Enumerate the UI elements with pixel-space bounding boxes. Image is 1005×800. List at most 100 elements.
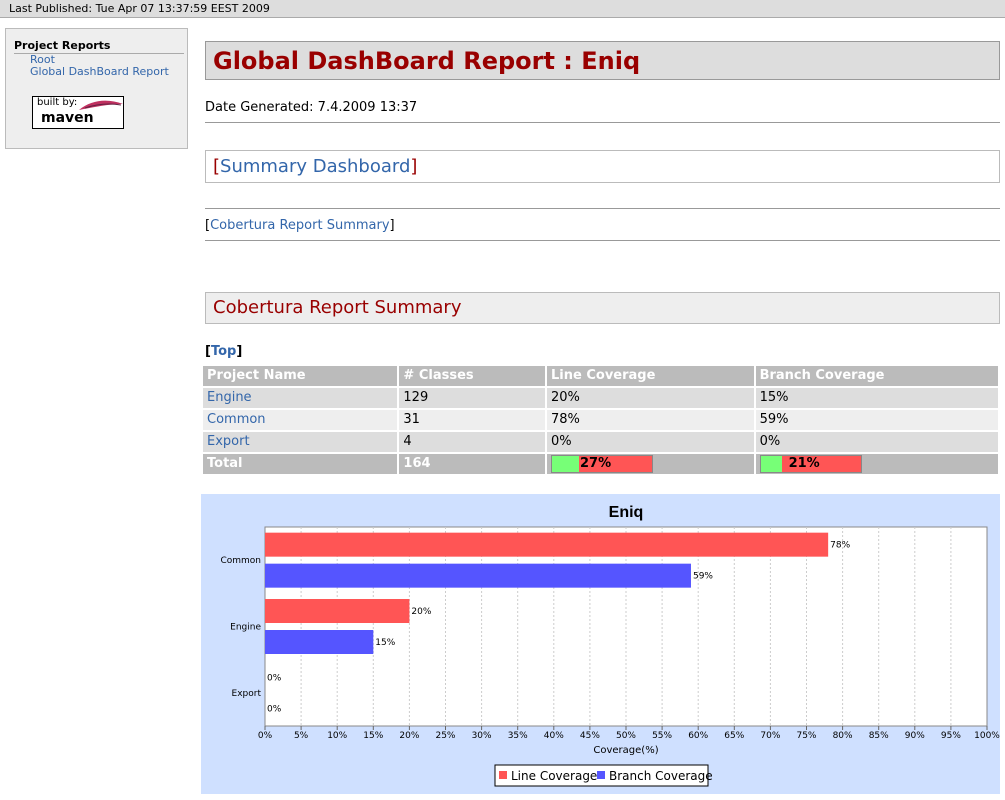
bracket-close: ]	[389, 218, 395, 233]
cobertura-section-title: Cobertura Report Summary	[205, 292, 1000, 324]
line-coverage-cell: 0%	[547, 432, 754, 452]
classes-cell: 129	[399, 388, 546, 408]
branch-coverage-percent: 21%	[788, 455, 820, 471]
divider	[205, 122, 1000, 123]
project-link-engine[interactable]: Engine	[207, 390, 252, 405]
coverage-chart-panel: Eniq 0% 5% 10% 15% 20% 25% 30% 35% 40% 45% 50% 55% 60…	[201, 494, 1000, 794]
bracket-close: ]	[236, 344, 243, 359]
x-tick-label: 90%	[905, 731, 925, 741]
sidebar-heading: Project Reports	[14, 39, 184, 54]
line-coverage-cell: 78%	[547, 410, 754, 430]
x-tick-label: 30%	[472, 731, 492, 741]
legend-entry: Branch Coverage	[609, 769, 713, 783]
logo-built-by-text: built by:	[37, 97, 78, 108]
project-name-cell: Export	[203, 432, 398, 452]
top-link-line: [Top]	[205, 344, 242, 359]
divider	[205, 208, 1000, 209]
x-tick-label: 85%	[869, 731, 889, 741]
project-link-export[interactable]: Export	[207, 434, 250, 449]
feather-icon	[79, 100, 123, 110]
last-published-text: Last Published: Tue Apr 07 13:37:59 EEST…	[9, 2, 270, 15]
summary-dashboard-link[interactable]: Summary Dashboard	[220, 156, 411, 177]
bar-value-label: 15%	[375, 638, 395, 648]
y-category-label: Engine	[230, 623, 261, 633]
logo-maven-text: maven	[41, 110, 94, 126]
bar-line-coverage	[265, 599, 410, 623]
chart-title: Eniq	[609, 504, 644, 521]
line-coverage-cell: 20%	[547, 388, 754, 408]
table-header-row: Project Name # Classes Line Coverage Bra…	[203, 366, 998, 386]
date-generated: Date Generated: 7.4.2009 13:37	[205, 100, 418, 115]
x-tick-label: 15%	[363, 731, 383, 741]
x-tick-label: 35%	[508, 731, 528, 741]
line-coverage-percent: 27%	[580, 455, 612, 471]
total-line-coverage-cell: 27%	[547, 454, 754, 474]
top-link[interactable]: Top	[210, 344, 237, 359]
branch-coverage-cell: 15%	[755, 388, 998, 408]
summary-dashboard-box: [Summary Dashboard]	[205, 150, 1000, 183]
total-row: Total 164 27% 21%	[203, 454, 998, 474]
x-tick-label: 55%	[652, 731, 672, 741]
table-row: Export 4 0% 0%	[203, 432, 998, 452]
sidebar-link-root[interactable]: Root	[30, 53, 55, 66]
divider	[205, 240, 1000, 241]
x-tick-label: 95%	[941, 731, 961, 741]
table-row: Common 31 78% 59%	[203, 410, 998, 430]
last-published-bar: Last Published: Tue Apr 07 13:37:59 EEST…	[0, 0, 1005, 18]
total-classes: 164	[399, 454, 546, 474]
bracket-open: [	[205, 218, 211, 233]
line-coverage-progress-bar: 27%	[551, 454, 654, 473]
coverage-chart: Eniq 0% 5% 10% 15% 20% 25% 30% 35% 40% 45% 50% 55% 60…	[220, 504, 1000, 787]
x-tick-label: 20%	[399, 731, 419, 741]
cobertura-link-line: [Cobertura Report Summary]	[205, 218, 395, 233]
bar-value-label: 20%	[411, 607, 431, 617]
bar-branch-coverage	[265, 630, 374, 654]
built-by-maven-logo[interactable]: built by: maven	[32, 96, 124, 129]
legend-swatch	[597, 771, 605, 779]
project-name-cell: Common	[203, 410, 398, 430]
page-title: Global DashBoard Report : Eniq	[213, 47, 641, 75]
bar-value-label: 0%	[267, 704, 282, 714]
x-tick-label: 75%	[796, 731, 816, 741]
classes-cell: 4	[399, 432, 546, 452]
bar-line-coverage	[265, 532, 829, 557]
x-tick-label: 65%	[724, 731, 744, 741]
x-axis-label: Coverage(%)	[593, 745, 658, 756]
column-header: Line Coverage	[547, 366, 754, 386]
column-header: Project Name	[203, 366, 398, 386]
page-title-box: Global DashBoard Report : Eniq	[205, 41, 1000, 80]
branch-coverage-progress-bar: 21%	[759, 454, 862, 473]
x-tick-label: 70%	[760, 731, 780, 741]
coverage-table: Project Name # Classes Line Coverage Bra…	[201, 364, 1000, 476]
x-tick-label: 0%	[258, 731, 273, 741]
column-header: # Classes	[399, 366, 546, 386]
x-tick-label: 50%	[616, 731, 636, 741]
y-category-label: Common	[220, 556, 261, 566]
bar-branch-coverage	[265, 563, 691, 588]
project-link-common[interactable]: Common	[207, 412, 266, 427]
x-tick-label: 45%	[580, 731, 600, 741]
x-tick-label: 100%	[974, 731, 1000, 741]
legend-swatch	[499, 771, 507, 779]
column-header: Branch Coverage	[755, 366, 998, 386]
line-coverage-fill	[552, 455, 580, 472]
x-tick-label: 80%	[833, 731, 853, 741]
bracket-close: ]	[410, 156, 418, 177]
branch-coverage-cell: 59%	[755, 410, 998, 430]
bar-value-label: 78%	[830, 541, 850, 551]
total-label: Total	[203, 454, 398, 474]
project-name-cell: Engine	[203, 388, 398, 408]
bracket-open: [	[205, 344, 211, 359]
x-tick-label: 5%	[294, 731, 309, 741]
cobertura-summary-link[interactable]: Cobertura Report Summary	[210, 218, 390, 233]
sidebar-link-global-dashboard[interactable]: Global DashBoard Report	[30, 65, 169, 78]
x-tick-label: 25%	[435, 731, 455, 741]
legend-entry: Line Coverage	[511, 769, 597, 783]
x-tick-label: 40%	[544, 731, 564, 741]
bar-value-label: 59%	[693, 572, 713, 582]
bracket-open: [	[213, 156, 221, 177]
x-tick-label: 10%	[327, 731, 347, 741]
sidebar: Project Reports Root Global DashBoard Re…	[5, 28, 188, 149]
bar-value-label: 0%	[267, 673, 282, 683]
branch-coverage-cell: 0%	[755, 432, 998, 452]
